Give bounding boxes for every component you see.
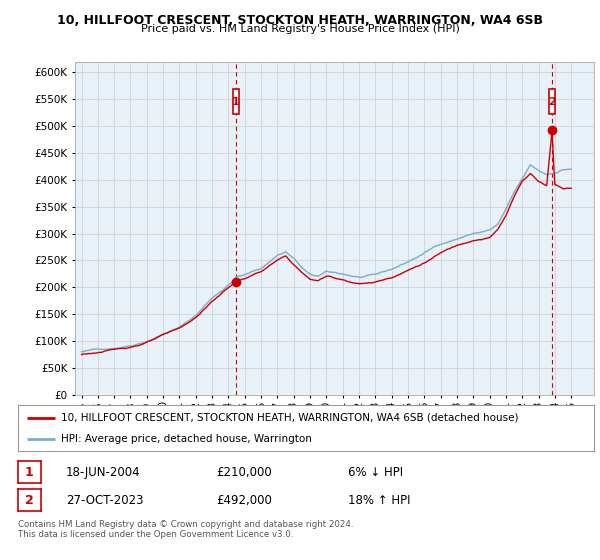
Text: 2: 2 [548,96,556,106]
FancyBboxPatch shape [233,89,239,114]
FancyBboxPatch shape [549,89,555,114]
Text: Price paid vs. HM Land Registry's House Price Index (HPI): Price paid vs. HM Land Registry's House … [140,24,460,34]
Text: 1: 1 [232,96,240,106]
Text: HPI: Average price, detached house, Warrington: HPI: Average price, detached house, Warr… [61,435,312,444]
Text: 18-JUN-2004: 18-JUN-2004 [66,465,140,479]
Text: 10, HILLFOOT CRESCENT, STOCKTON HEATH, WARRINGTON, WA4 6SB: 10, HILLFOOT CRESCENT, STOCKTON HEATH, W… [57,14,543,27]
Text: 27-OCT-2023: 27-OCT-2023 [66,493,143,507]
Text: 10, HILLFOOT CRESCENT, STOCKTON HEATH, WARRINGTON, WA4 6SB (detached house): 10, HILLFOOT CRESCENT, STOCKTON HEATH, W… [61,413,519,423]
Text: Contains HM Land Registry data © Crown copyright and database right 2024.
This d: Contains HM Land Registry data © Crown c… [18,520,353,539]
Text: 18% ↑ HPI: 18% ↑ HPI [348,493,410,507]
Text: 6% ↓ HPI: 6% ↓ HPI [348,465,403,479]
Text: £210,000: £210,000 [216,465,272,479]
Text: £492,000: £492,000 [216,493,272,507]
Text: 1: 1 [25,465,34,479]
Text: 2: 2 [25,493,34,507]
